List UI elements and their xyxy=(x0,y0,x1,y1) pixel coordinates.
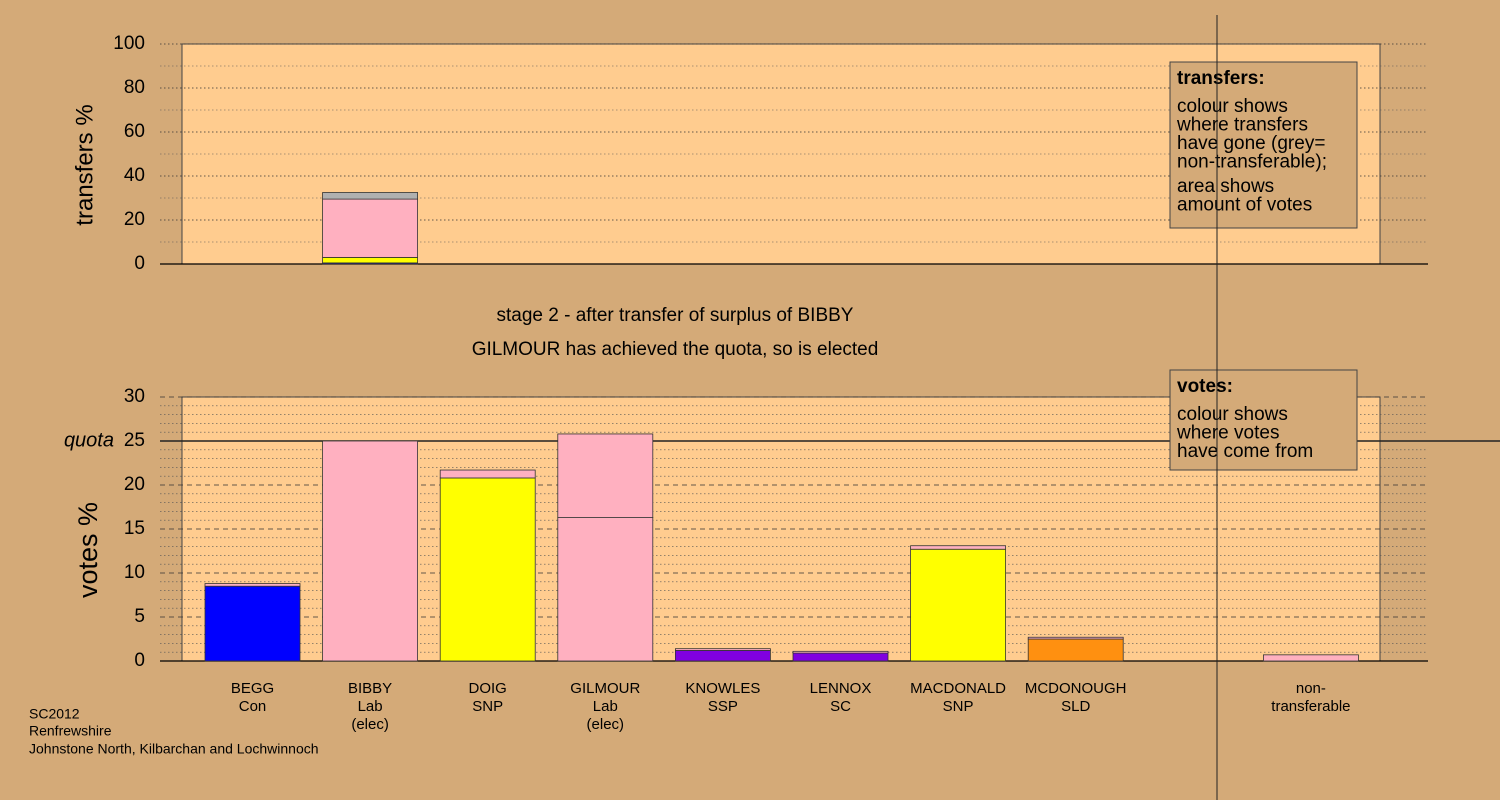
note-text: amount of votes xyxy=(1177,195,1312,216)
bar-segment xyxy=(1027,636,1124,640)
y-axis-label: votes % xyxy=(73,502,103,598)
bar-segment xyxy=(910,548,1006,662)
x-tick-label: SSP xyxy=(708,698,738,715)
y-tick-label: 80 xyxy=(124,77,145,98)
bar-segment xyxy=(322,440,419,662)
bar-segment xyxy=(557,517,654,662)
x-tick-label: MACDONALD xyxy=(910,680,1006,697)
stage-subtitle: GILMOUR has achieved the quota, so is el… xyxy=(472,339,879,360)
x-tick-label: LENNOX xyxy=(810,680,872,697)
note-text: where transfers xyxy=(1176,115,1308,136)
y-tick-label: 10 xyxy=(124,562,145,583)
x-tick-label: BEGG xyxy=(231,680,274,697)
y-axis-label: transfers % xyxy=(71,104,98,225)
note-text: colour shows xyxy=(1177,404,1288,425)
x-tick-label: non- xyxy=(1296,680,1326,697)
x-tick-label: DOIG xyxy=(469,680,507,697)
y-tick-label: 100 xyxy=(113,33,145,54)
footer-text: SC2012 xyxy=(29,706,80,722)
x-tick-label: GILMOUR xyxy=(570,680,640,697)
x-tick-label: KNOWLES xyxy=(685,680,760,697)
bar-segment xyxy=(439,477,536,662)
x-tick-label: MCDONOUGH xyxy=(1025,680,1127,697)
note-text: have gone (grey= xyxy=(1177,133,1325,154)
bar-segment xyxy=(792,652,889,662)
y-tick-label: 15 xyxy=(124,518,145,539)
x-tick-label: (elec) xyxy=(351,716,389,733)
note-text: where votes xyxy=(1176,423,1279,444)
bar-segment xyxy=(675,650,771,662)
note-box xyxy=(1169,61,1358,229)
x-tick-label: Lab xyxy=(593,698,618,715)
x-tick-label: Con xyxy=(239,698,267,715)
y-tick-label: 30 xyxy=(124,386,145,407)
note-text: have come from xyxy=(1177,441,1313,462)
x-tick-label: Lab xyxy=(358,698,383,715)
y-tick-label: 20 xyxy=(124,209,145,230)
note-heading: transfers: xyxy=(1177,68,1265,89)
y-tick-label: 5 xyxy=(134,606,145,627)
bar-segment xyxy=(1027,638,1124,662)
bar-segment xyxy=(1263,654,1359,662)
y-tick-label: 0 xyxy=(134,253,145,274)
y-tick-label: 0 xyxy=(134,650,145,671)
note-text: area shows xyxy=(1177,176,1274,197)
bar-segment xyxy=(322,256,419,264)
note-text: non-transferable); xyxy=(1177,152,1327,173)
note-box xyxy=(1169,369,1358,471)
stage-title: stage 2 - after transfer of surplus of B… xyxy=(497,305,854,326)
bar-segment xyxy=(792,650,889,654)
y-tick-label: 40 xyxy=(124,165,145,186)
bar-segment xyxy=(910,545,1006,550)
quota-label: quota xyxy=(64,429,114,451)
y-tick-label: 20 xyxy=(124,474,145,495)
bar-segment xyxy=(439,469,536,479)
bar-segment xyxy=(675,648,771,651)
x-tick-label: SNP xyxy=(472,698,503,715)
bar-segment xyxy=(322,192,419,200)
x-tick-label: BIBBY xyxy=(348,680,392,697)
footer-text: Johnstone North, Kilbarchan and Lochwinn… xyxy=(29,741,319,757)
note-heading: votes: xyxy=(1177,376,1233,397)
bar-segment xyxy=(557,433,654,518)
footer-text: Renfrewshire xyxy=(29,723,112,739)
bar-segment xyxy=(322,198,419,258)
bar-segment xyxy=(204,585,301,662)
x-tick-label: (elec) xyxy=(587,716,625,733)
y-tick-label: 25 xyxy=(124,430,145,451)
note-text: colour shows xyxy=(1177,96,1288,117)
bar-segment xyxy=(204,583,301,587)
y-tick-label: 60 xyxy=(124,121,145,142)
x-tick-label: transferable xyxy=(1271,698,1350,715)
x-tick-label: SC xyxy=(830,698,851,715)
x-tick-label: SNP xyxy=(943,698,974,715)
x-tick-label: SLD xyxy=(1061,698,1090,715)
